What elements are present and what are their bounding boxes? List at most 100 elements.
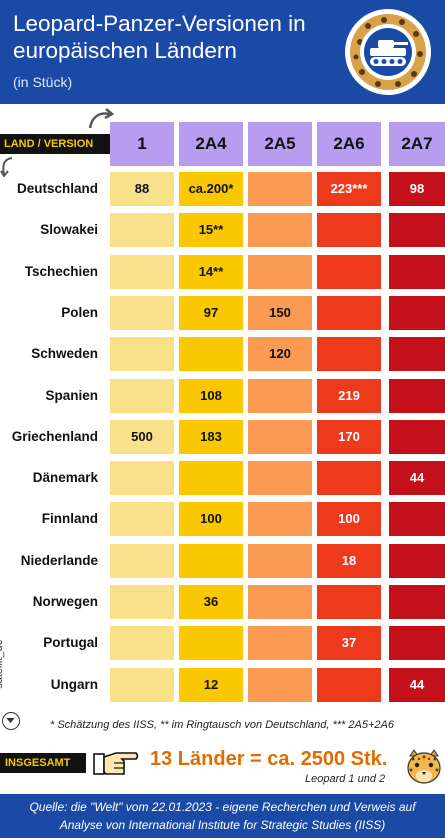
data-cell-1 xyxy=(110,461,174,496)
data-cell-2a7: 44 xyxy=(389,667,445,702)
data-cell-2a4: 15** xyxy=(179,213,243,248)
data-cell-2a7 xyxy=(389,419,445,454)
data-cell-2a6 xyxy=(317,295,381,330)
data-cell-2a4: 36 xyxy=(179,585,243,619)
total-subtext: Leopard 1 und 2 xyxy=(305,773,386,785)
data-cell-2a7 xyxy=(389,626,445,661)
down-curved-arrow-icon xyxy=(0,157,13,177)
row-label: Schweden xyxy=(31,346,98,362)
data-cell-1 xyxy=(110,337,174,372)
scroll-down-icon xyxy=(2,712,20,730)
data-cell-2a5 xyxy=(248,626,312,661)
leopard-icon xyxy=(407,749,441,784)
data-cell-2a4: ca.200* xyxy=(179,172,243,206)
row-label: Dänemark xyxy=(32,470,98,486)
data-cell-1 xyxy=(110,254,174,289)
total-summary: 13 Länder = ca. 2500 Stk. xyxy=(150,748,388,770)
data-cell-2a5 xyxy=(248,585,312,619)
data-cell-2a7 xyxy=(389,213,445,248)
data-cell-2a6: 219 xyxy=(317,378,381,413)
data-cell-2a6 xyxy=(317,337,381,372)
curved-arrow-icon xyxy=(88,108,114,129)
row-label: Portugal xyxy=(43,635,98,651)
row-label: Finnland xyxy=(41,511,98,527)
pointing-hand-icon xyxy=(93,752,139,775)
data-cell-2a4: 97 xyxy=(179,295,243,330)
data-cell-2a5 xyxy=(248,254,312,289)
data-cell-1 xyxy=(110,502,174,537)
data-cell-1: 500 xyxy=(110,419,174,454)
data-cell-2a4 xyxy=(179,461,243,496)
data-cell-1 xyxy=(110,378,174,413)
legend-country-version: LAND / VERSION xyxy=(0,134,112,154)
data-cell-2a6 xyxy=(317,461,381,496)
data-cell-2a7 xyxy=(389,543,445,578)
data-cell-2a7: 44 xyxy=(389,461,445,496)
data-cell-2a7 xyxy=(389,337,445,372)
data-cell-2a7 xyxy=(389,502,445,537)
total-label: INSGESAMT xyxy=(0,753,86,773)
data-cell-2a7 xyxy=(389,378,445,413)
data-cell-2a6 xyxy=(317,667,381,702)
column-header-2a7: 2A7 xyxy=(389,122,445,166)
data-cell-2a5 xyxy=(248,502,312,537)
data-cell-1 xyxy=(110,213,174,248)
row-label: Polen xyxy=(61,304,98,320)
data-cell-1: 88 xyxy=(110,172,174,206)
version-table-chart: 1 2A4 2A5 2A6 2A7 Deutschland 88 ca.200* 223*** 9… xyxy=(11,122,445,702)
data-cell-1 xyxy=(110,585,174,619)
chart-title: Leopard-Panzer-Versionen in europäischen… xyxy=(13,11,306,63)
data-cell-2a6: 170 xyxy=(317,419,381,454)
data-cell-2a4 xyxy=(179,626,243,661)
data-cell-2a4 xyxy=(179,337,243,372)
source-line-2: Analyse von International Institute for … xyxy=(59,818,386,832)
column-header-2a6: 2A6 xyxy=(317,122,381,166)
data-cell-2a5 xyxy=(248,461,312,496)
column-header-2a5: 2A5 xyxy=(248,122,312,166)
footnote: * Schätzung des IISS, ** im Ringtausch v… xyxy=(50,719,394,731)
source-footer: Quelle: die "Welt" vom 22.01.2023 - eige… xyxy=(0,794,445,838)
data-cell-2a7 xyxy=(389,295,445,330)
data-cell-2a6 xyxy=(317,254,381,289)
column-header-2a4: 2A4 xyxy=(179,122,243,166)
data-cell-2a4: 100 xyxy=(179,502,243,537)
data-cell-2a4: 12 xyxy=(179,667,243,702)
tank-logo-icon xyxy=(345,9,431,95)
row-label: Spanien xyxy=(45,387,98,403)
data-cell-1 xyxy=(110,626,174,661)
data-cell-1 xyxy=(110,667,174,702)
data-cell-2a5 xyxy=(248,213,312,248)
row-label: Slowakei xyxy=(40,222,98,238)
data-cell-2a4: 108 xyxy=(179,378,243,413)
data-cell-2a4 xyxy=(179,543,243,578)
data-cell-2a7 xyxy=(389,254,445,289)
row-label: Norwegen xyxy=(32,594,98,609)
data-cell-2a7: 98 xyxy=(389,172,445,206)
data-cell-2a4: 14** xyxy=(179,254,243,289)
data-cell-2a6 xyxy=(317,585,381,619)
data-cell-2a6 xyxy=(317,213,381,248)
data-cell-2a5: 150 xyxy=(248,295,312,330)
data-cell-2a5 xyxy=(248,378,312,413)
row-label: Griechenland xyxy=(11,428,98,444)
data-cell-2a6: 18 xyxy=(317,543,381,578)
data-cell-2a5 xyxy=(248,172,312,206)
row-label: Niederlande xyxy=(20,552,98,568)
data-cell-2a4: 183 xyxy=(179,419,243,454)
chart-subtitle: (in Stück) xyxy=(13,74,73,90)
data-cell-2a5 xyxy=(248,543,312,578)
data-cell-2a6: 223*** xyxy=(317,172,381,206)
data-cell-2a6: 100 xyxy=(317,502,381,537)
header-banner: Leopard-Panzer-Versionen in europäischen… xyxy=(0,0,445,104)
column-header-1: 1 xyxy=(110,122,174,166)
data-cell-2a6: 37 xyxy=(317,626,381,661)
data-cell-2a5: 120 xyxy=(248,337,312,372)
row-label: Tschechien xyxy=(24,263,98,279)
source-line-1: Quelle: die "Welt" vom 22.01.2023 - eige… xyxy=(29,800,416,814)
data-cell-1 xyxy=(110,543,174,578)
row-label: Ungarn xyxy=(50,676,98,692)
watermark: satellit_de xyxy=(0,639,5,689)
data-cell-2a5 xyxy=(248,419,312,454)
data-cell-1 xyxy=(110,295,174,330)
data-cell-2a5 xyxy=(248,667,312,702)
